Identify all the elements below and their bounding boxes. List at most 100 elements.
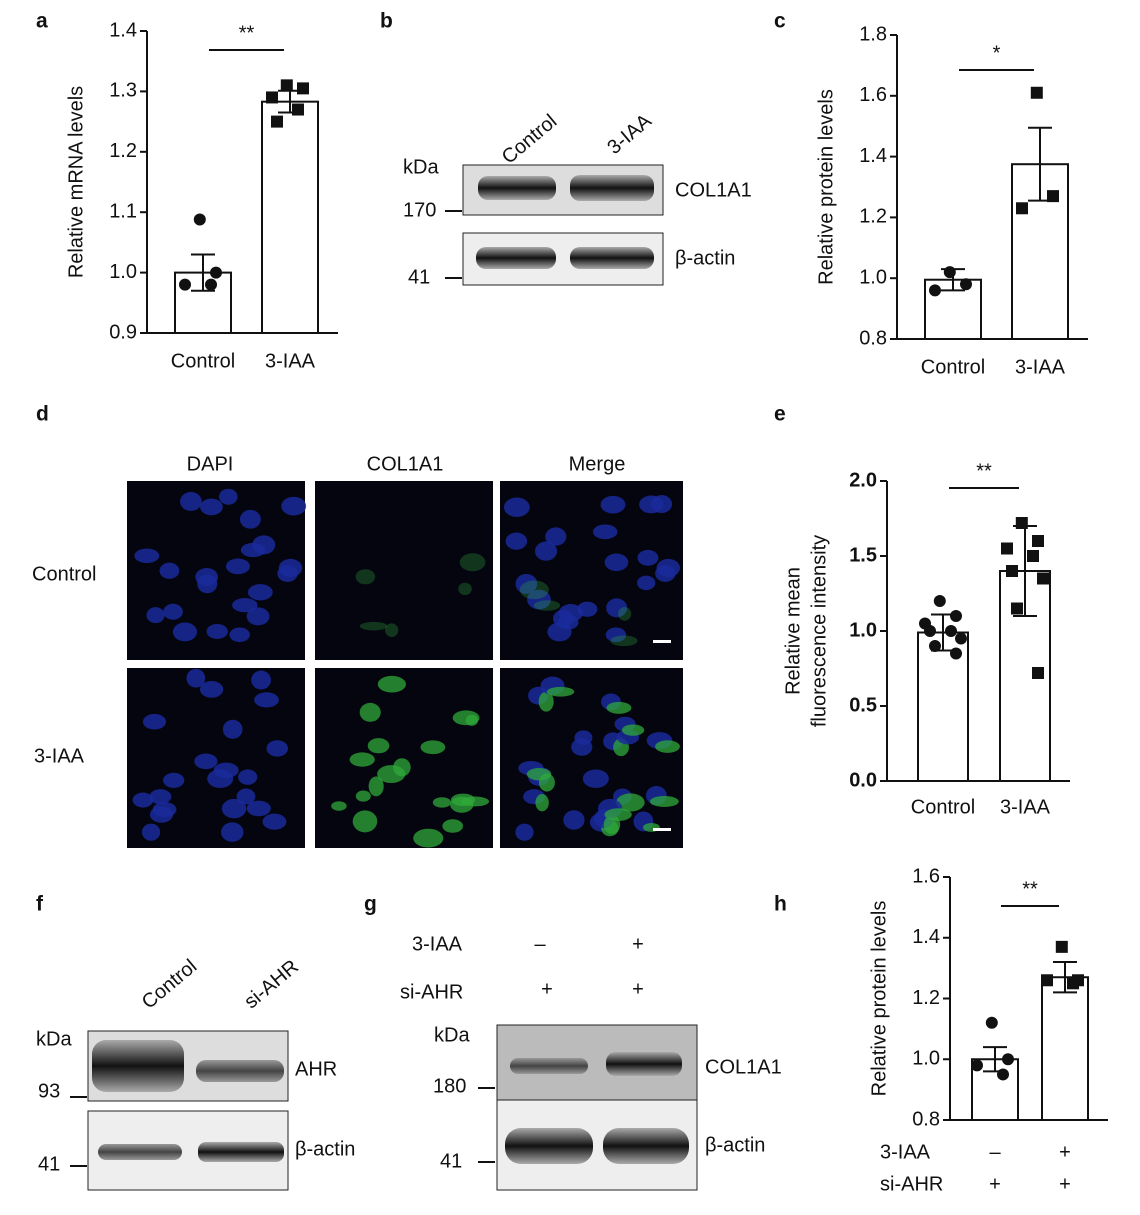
condition-sign: – xyxy=(989,1141,1001,1163)
mw-marker: 170 xyxy=(403,199,436,221)
nucleus xyxy=(545,527,567,546)
row-label: 3-IAA xyxy=(34,745,85,767)
condition-sign: – xyxy=(534,933,546,955)
nucleus xyxy=(582,769,609,789)
nucleus xyxy=(534,541,558,561)
y-tick-label: 1.5 xyxy=(849,544,877,566)
signal xyxy=(355,569,376,585)
nucleus xyxy=(592,524,618,540)
nucleus xyxy=(239,509,261,529)
band xyxy=(570,175,654,201)
condition-sign: + xyxy=(989,1173,1001,1195)
row-label: Control xyxy=(32,563,96,585)
y-tick-label: 0.5 xyxy=(849,694,877,716)
condition-sign: + xyxy=(1059,1141,1071,1163)
lane-label: 3-IAA xyxy=(603,110,656,159)
signal xyxy=(355,790,371,802)
signal xyxy=(368,776,384,797)
significance-label: ** xyxy=(1022,878,1038,900)
mw-marker: 41 xyxy=(38,1153,60,1175)
nucleus xyxy=(606,598,628,618)
condition-sign: + xyxy=(541,978,553,1000)
signal xyxy=(604,808,632,821)
y-tick-label: 1.3 xyxy=(109,80,137,102)
band-label: β-actin xyxy=(705,1134,765,1156)
lane-label: Control xyxy=(138,955,202,1013)
significance-label: ** xyxy=(239,22,255,44)
nucleus xyxy=(557,615,579,630)
nucleus xyxy=(262,813,287,830)
data-point xyxy=(943,266,956,279)
nucleus xyxy=(246,607,270,626)
x-tick-label: 3-IAA xyxy=(1015,356,1066,378)
signal xyxy=(432,797,452,808)
data-point xyxy=(205,278,217,291)
nucleus xyxy=(206,623,228,640)
y-tick-label: 0.8 xyxy=(859,327,887,349)
band xyxy=(98,1144,182,1160)
y-axis-label: Relative mean xyxy=(782,567,804,695)
band xyxy=(196,1060,284,1082)
signal xyxy=(367,738,390,754)
panel-label: h xyxy=(774,893,787,916)
y-tick-label: 1.4 xyxy=(859,145,887,167)
band xyxy=(603,1128,689,1164)
band xyxy=(510,1058,588,1074)
signal xyxy=(526,768,552,781)
nucleus xyxy=(266,740,288,757)
y-tick-label: 1.6 xyxy=(859,84,887,106)
signal xyxy=(413,828,444,848)
data-point xyxy=(1047,190,1059,203)
nucleus xyxy=(656,558,681,577)
condition-name: si-AHR xyxy=(880,1173,943,1195)
x-tick-label: Control xyxy=(171,350,235,372)
data-point xyxy=(950,647,962,660)
nucleus xyxy=(141,823,161,841)
band-label: β-actin xyxy=(675,247,735,269)
data-point xyxy=(997,1068,1009,1081)
nucleus xyxy=(159,562,180,579)
panel-label: e xyxy=(774,403,786,426)
nucleus xyxy=(134,548,160,564)
nucleus xyxy=(213,762,239,778)
data-point xyxy=(1037,572,1049,585)
nucleus xyxy=(149,806,174,823)
nucleus xyxy=(577,601,598,617)
blot-b: Control 3-IAA kDa 170 41 COL1A1 β-actin xyxy=(403,110,752,289)
nucleus xyxy=(163,772,185,788)
y-tick-label: 1.0 xyxy=(849,619,877,641)
data-point xyxy=(1016,202,1028,215)
nucleus xyxy=(219,488,238,505)
nucleus xyxy=(515,823,534,841)
x-tick-label: Control xyxy=(921,356,985,378)
nucleus xyxy=(600,495,626,514)
panel-label: d xyxy=(36,403,49,426)
signal xyxy=(331,801,347,811)
micrograph xyxy=(315,481,493,660)
nucleus xyxy=(172,622,198,642)
band-label: COL1A1 xyxy=(705,1056,782,1078)
data-point xyxy=(955,632,967,645)
nucleus xyxy=(254,692,279,708)
data-point xyxy=(1041,974,1053,987)
signal xyxy=(621,724,645,736)
band xyxy=(606,1052,682,1076)
data-point xyxy=(933,595,946,607)
nucleus xyxy=(232,598,258,613)
nucleus xyxy=(605,627,627,643)
scale-bar xyxy=(653,640,671,643)
data-point xyxy=(271,115,283,128)
data-point xyxy=(210,266,222,279)
mw-marker: 93 xyxy=(38,1080,60,1102)
signal xyxy=(538,691,554,712)
signal xyxy=(606,701,632,714)
signal xyxy=(533,600,561,611)
nucleus xyxy=(281,496,307,516)
y-tick-label: 2.0 xyxy=(849,469,877,491)
panel-label: a xyxy=(36,10,48,33)
data-point xyxy=(1011,602,1023,615)
data-point xyxy=(971,1059,983,1072)
nucleus xyxy=(563,810,585,830)
nucleus xyxy=(194,753,218,770)
